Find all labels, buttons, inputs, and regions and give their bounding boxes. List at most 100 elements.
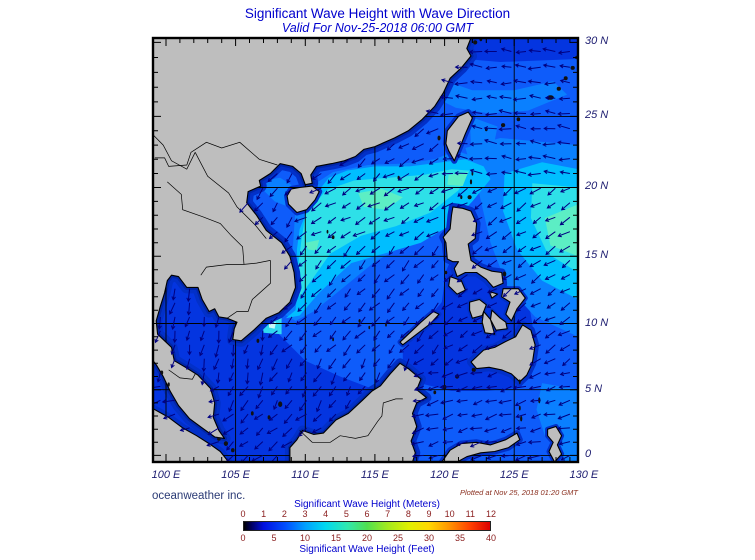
island-speck [444, 270, 448, 275]
lon-label-100: 100 E [151, 469, 181, 481]
border-malaysia-thailand [168, 369, 196, 380]
lon-label-125: 125 E [499, 469, 529, 481]
map-frame [151, 36, 580, 464]
lon-label-130: 130 E [569, 469, 599, 481]
lon-label-105: 105 E [221, 469, 250, 481]
island-speck [518, 405, 521, 411]
island-speck [250, 411, 254, 416]
meters-tick-1: 1 [261, 509, 267, 519]
border-cambodia-thailand [200, 264, 244, 276]
lat-label-5: 5 N [585, 382, 603, 395]
lat-label-30: 30 N [585, 35, 609, 48]
feet-tick-5: 5 [271, 533, 277, 543]
island-speck [467, 195, 472, 200]
feet-tick-40: 40 [485, 533, 497, 543]
meters-tick-9: 9 [426, 509, 432, 519]
island-speck [516, 117, 521, 122]
lat-label-10: 10 N [585, 316, 609, 329]
feet-tick-20: 20 [361, 533, 373, 543]
land-negros [481, 310, 496, 335]
meters-tick-2: 2 [281, 509, 287, 519]
border-vietnam-laos [194, 152, 267, 239]
valid-time-subtitle: Valid For Nov-25-2018 06:00 GMT [281, 21, 474, 35]
wave-region-vietnam-spot-mid [305, 239, 320, 251]
island-speck [167, 382, 170, 387]
lon-label-110: 110 E [291, 469, 320, 481]
island-speck [385, 323, 387, 327]
wave-region-band-green-core-2 [447, 172, 469, 187]
island-speck [473, 40, 478, 45]
island-speck [563, 76, 568, 81]
island-speck [501, 123, 506, 128]
island-speck [469, 179, 473, 185]
feet-tick-0: 0 [240, 533, 246, 543]
lat-label-0: 0 [585, 448, 592, 461]
land-halmahera [547, 425, 563, 462]
credit-text: oceanweather inc. [152, 490, 246, 502]
lon-label-120: 120 E [430, 469, 459, 481]
meters-tick-4: 4 [323, 509, 329, 519]
island-speck [433, 390, 437, 395]
island-speck [471, 367, 476, 372]
lon-label-115: 115 E [360, 469, 389, 481]
wave-region-taiwan-east-light [469, 116, 498, 148]
island-speck [326, 229, 329, 234]
lat-label-15: 15 N [585, 249, 609, 262]
island-speck [520, 415, 523, 422]
colorbar-label-feet: Significant Wave Height (Feet) [299, 544, 435, 555]
land-borneo [289, 362, 427, 462]
meters-tick-6: 6 [364, 509, 370, 519]
feet-tick-35: 35 [454, 533, 466, 543]
island-speck [460, 195, 463, 200]
colorbar-gradient [243, 521, 491, 531]
island-speck [160, 370, 164, 375]
meters-tick-10: 10 [444, 509, 455, 519]
land-cebu-bohol [489, 309, 508, 331]
island-speck [556, 86, 561, 91]
axis-ticks [154, 39, 577, 461]
wave-map [151, 36, 580, 464]
meters-tick-11: 11 [465, 509, 475, 519]
wave-region-tonkin-bright [260, 177, 292, 207]
lat-label-20: 20 N [585, 180, 609, 193]
island-speck [331, 235, 335, 240]
border-china-laos-myanmar [153, 134, 196, 170]
page-title: Significant Wave Height with Wave Direct… [244, 6, 511, 21]
land-luzon [442, 206, 504, 288]
border-cambodia-vietnam [227, 260, 271, 319]
land-samar-leyte [501, 288, 526, 322]
feet-tick-10: 10 [299, 533, 311, 543]
border-china-vietnam [154, 141, 278, 167]
island-speck [518, 379, 521, 385]
meters-tick-3: 3 [302, 509, 308, 519]
land-sulawesi [441, 432, 521, 462]
border-laos-thailand [167, 181, 245, 265]
meters-tick-0: 0 [240, 509, 246, 519]
land-panay [469, 298, 487, 319]
island-speck [231, 448, 235, 453]
border-malaysia-indonesia-borneo [299, 398, 403, 443]
feet-tick-15: 15 [330, 533, 342, 543]
meters-tick-12: 12 [485, 509, 497, 519]
island-speck [502, 271, 507, 277]
island-speck [278, 401, 283, 408]
feet-tick-30: 30 [423, 533, 435, 543]
island-speck [368, 325, 371, 330]
island-speck [332, 337, 334, 342]
wave-region-nscs-band-cyan4 [296, 169, 470, 297]
border-cambodia-laos-vietnam [243, 260, 271, 265]
feet-tick-25: 25 [392, 533, 404, 543]
island-speck [358, 319, 361, 323]
land-taiwan [445, 111, 473, 162]
island-speck [570, 65, 575, 70]
plotted-timestamp: Plotted at Nov 25, 2018 01:20 GMT [460, 488, 578, 497]
lat-label-25: 25 N [585, 109, 609, 122]
meters-tick-8: 8 [405, 509, 411, 519]
land-mainland-asia [153, 38, 472, 439]
meters-tick-5: 5 [343, 509, 349, 519]
land-mindanao [470, 324, 536, 383]
meters-tick-7: 7 [385, 509, 391, 519]
island-speck [437, 135, 441, 141]
island-speck [256, 338, 260, 343]
